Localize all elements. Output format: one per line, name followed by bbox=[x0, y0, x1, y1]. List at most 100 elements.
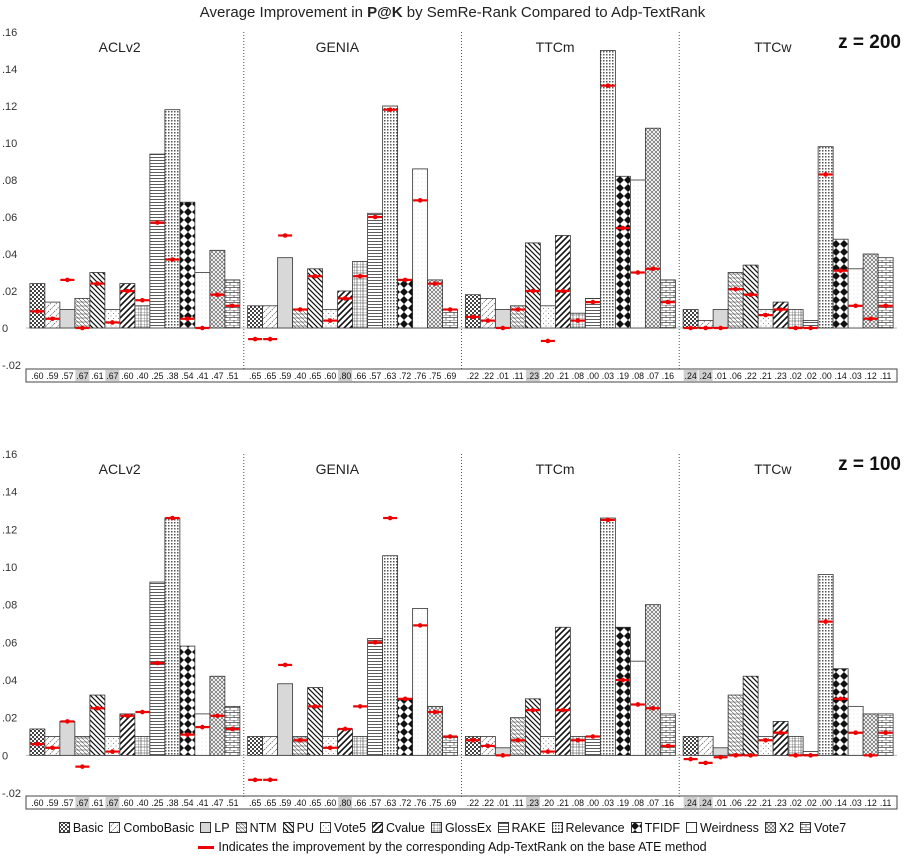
legend-swatch-fill bbox=[320, 822, 332, 833]
baseline-value: .38 bbox=[166, 371, 178, 381]
baseline-value: .41 bbox=[196, 798, 208, 808]
baseline-value: .67 bbox=[106, 371, 118, 381]
bar-vote5 bbox=[539, 305, 556, 329]
baseline-value: .24 bbox=[685, 371, 697, 381]
y-tick-label: -.02 bbox=[2, 788, 21, 800]
legend-item: RAKE bbox=[497, 821, 546, 835]
bar-tfidf bbox=[397, 279, 414, 329]
baseline-value: .51 bbox=[226, 371, 238, 381]
legend-item: Weirdness bbox=[686, 821, 759, 835]
y-tick-label: .10 bbox=[2, 562, 17, 574]
bar-pu bbox=[524, 242, 541, 329]
legend-item: GlossEx bbox=[430, 821, 492, 835]
baseline-value: .12 bbox=[865, 798, 877, 808]
baseline-value: .63 bbox=[384, 371, 396, 381]
adp-marker-dot bbox=[778, 730, 783, 736]
adp-marker-dot bbox=[372, 214, 378, 220]
legend-swatch-fill bbox=[764, 822, 776, 833]
adp-marker-dot bbox=[733, 286, 738, 292]
bar-vote5 bbox=[104, 309, 121, 329]
adp-marker-dot bbox=[718, 325, 723, 331]
baseline-value: .24 bbox=[700, 798, 712, 808]
baseline-value: .65 bbox=[309, 371, 321, 381]
chart-title: Average Improvement in P@K by SemRe-Rank… bbox=[0, 4, 905, 21]
baseline-value: .02 bbox=[805, 798, 817, 808]
bar-lp bbox=[712, 309, 729, 329]
adp-marker-dot bbox=[447, 307, 453, 312]
baseline-value: .51 bbox=[226, 798, 238, 808]
adp-marker-dot bbox=[530, 707, 536, 713]
bar-weirdness bbox=[629, 660, 646, 756]
legend-item: Cvalue bbox=[372, 821, 425, 835]
baseline-value: .65 bbox=[249, 371, 261, 381]
legend-series-row: Basic ComboBasic LP NTM PU Vote5 Cvalue GlossEx… bbox=[0, 821, 905, 835]
baseline-value: .67 bbox=[76, 371, 88, 381]
adp-marker-dot bbox=[500, 325, 506, 331]
baseline-value: .22 bbox=[745, 798, 757, 808]
bar-basic bbox=[682, 309, 699, 329]
legend-swatch bbox=[497, 822, 509, 833]
legend-swatch bbox=[430, 822, 442, 833]
bar-ntm bbox=[74, 297, 91, 329]
baseline-value: .16 bbox=[662, 798, 674, 808]
adp-marker-dot bbox=[50, 745, 55, 751]
bar-relevance bbox=[817, 146, 834, 329]
bar-vote5 bbox=[757, 309, 774, 329]
bar-relevance bbox=[599, 50, 616, 329]
adp-marker-dot bbox=[530, 288, 536, 294]
adp-marker-dot bbox=[282, 233, 288, 238]
adp-marker-dot bbox=[823, 619, 828, 624]
baseline-value: .61 bbox=[91, 371, 103, 381]
baseline-value: .08 bbox=[572, 798, 584, 808]
bar-ntm bbox=[292, 309, 309, 329]
legend-label: RAKE bbox=[511, 821, 546, 835]
baseline-cell-shade bbox=[105, 797, 120, 808]
legend-note-row: Indicates the improvement by the corresp… bbox=[0, 840, 905, 854]
bar-cvalue bbox=[119, 713, 136, 756]
baseline-value: .22 bbox=[467, 371, 479, 381]
baseline-value: .69 bbox=[444, 371, 456, 381]
baseline-value: .02 bbox=[790, 798, 802, 808]
y-tick-label: -.02 bbox=[2, 360, 21, 372]
baseline-value: .65 bbox=[264, 798, 276, 808]
dataset-label: ACLv2 bbox=[99, 461, 141, 477]
adp-marker-dot bbox=[635, 270, 641, 275]
bar-tfidf bbox=[614, 626, 631, 756]
adp-marker-dot bbox=[485, 743, 491, 749]
baseline-value: .23 bbox=[527, 798, 539, 808]
adp-marker-dot bbox=[170, 515, 175, 521]
adp-marker-dot bbox=[185, 732, 190, 737]
adp-marker-icon bbox=[198, 846, 215, 850]
legend-swatch bbox=[800, 822, 812, 833]
dataset-label: TTCw bbox=[754, 461, 792, 477]
bar-relevance bbox=[382, 105, 399, 329]
bar-tfidf bbox=[832, 238, 849, 329]
legend-swatch-fill bbox=[372, 822, 384, 833]
bar-combobasic bbox=[479, 297, 496, 329]
baseline-value: .03 bbox=[602, 798, 614, 808]
bar-relevance bbox=[164, 517, 181, 756]
bar-vote7 bbox=[877, 257, 894, 329]
adp-marker-dot bbox=[447, 734, 453, 739]
baseline-value: .00 bbox=[587, 798, 599, 808]
baseline-value: .76 bbox=[414, 371, 426, 381]
legend-swatch-fill bbox=[630, 822, 642, 833]
legend-swatch-fill bbox=[109, 822, 121, 833]
legend-swatch-fill bbox=[497, 822, 509, 833]
adp-marker-dot bbox=[35, 309, 40, 314]
adp-marker-dot bbox=[357, 273, 363, 279]
panel-z-label: z = 100 bbox=[838, 454, 901, 475]
baseline-value: .60 bbox=[121, 371, 133, 381]
bar-weirdness bbox=[194, 713, 211, 756]
baseline-value: .11 bbox=[880, 371, 892, 381]
legend-swatch-fill bbox=[235, 822, 247, 833]
dataset-label: GENIA bbox=[316, 461, 360, 477]
baseline-value: .65 bbox=[309, 798, 321, 808]
legend-item: TFIDF bbox=[630, 821, 680, 835]
adp-marker-dot bbox=[838, 268, 843, 273]
y-tick-label: .02 bbox=[2, 286, 17, 298]
bar-x2 bbox=[644, 127, 661, 329]
adp-marker-dot bbox=[357, 704, 363, 709]
adp-marker-dot bbox=[312, 704, 318, 709]
